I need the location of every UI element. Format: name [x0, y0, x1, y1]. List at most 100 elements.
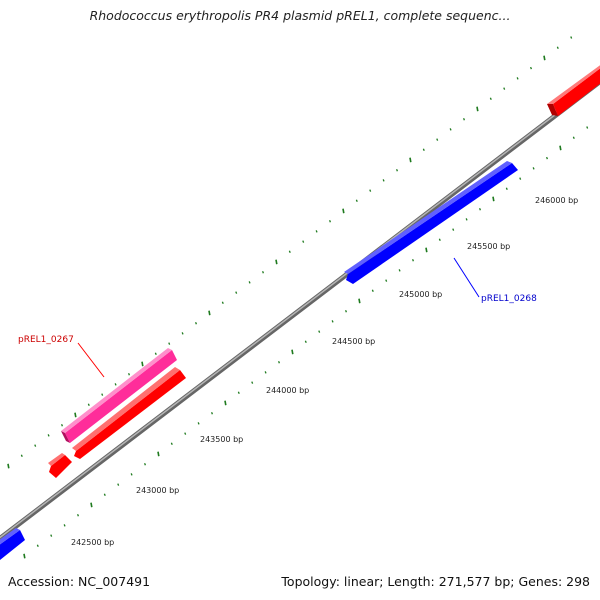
- upper-tick-minor: [529, 66, 533, 70]
- upper-tick-major: [476, 106, 479, 112]
- lower-tick-minor: [103, 493, 106, 497]
- upper-tick-track: [7, 36, 573, 469]
- lower-tick-major: [224, 400, 227, 406]
- lower-tick-minor: [143, 462, 147, 466]
- upper-tick-minor: [315, 230, 318, 233]
- upper-tick-minor: [87, 403, 90, 407]
- lower-tick-minor: [50, 534, 53, 537]
- lower-tick-minor: [411, 258, 415, 262]
- upper-tick-major: [543, 55, 546, 61]
- tick-label-245500: 245500 bp: [467, 242, 510, 251]
- upper-tick-minor: [355, 199, 358, 203]
- lower-tick-minor: [465, 218, 468, 221]
- lower-tick-major: [291, 349, 294, 355]
- lower-tick-minor: [398, 269, 401, 272]
- upper-tick-major: [7, 463, 10, 469]
- gene-red-long[interactable]: [72, 367, 186, 459]
- label-leader-0268: [453, 257, 480, 298]
- lower-tick-minor: [438, 238, 441, 242]
- upper-tick-minor: [261, 270, 265, 274]
- upper-tick-minor: [503, 87, 506, 90]
- upper-tick-minor: [395, 168, 399, 172]
- lower-tick-minor: [184, 432, 187, 435]
- upper-tick-minor: [101, 393, 104, 396]
- tick-label-246000: 246000 bp: [535, 196, 578, 205]
- lower-tick-minor: [385, 279, 388, 282]
- lower-tick-minor: [130, 473, 133, 476]
- upper-tick-minor: [34, 444, 37, 447]
- upper-tick-minor: [449, 128, 452, 131]
- lower-tick-major: [23, 553, 26, 559]
- lower-tick-major: [157, 451, 160, 457]
- lower-tick-minor: [237, 391, 240, 395]
- lower-tick-major: [425, 247, 428, 253]
- lower-tick-major: [90, 502, 93, 508]
- accession-text: Accession: NC_007491: [8, 574, 151, 589]
- tick-label-243500: 243500 bp: [200, 435, 243, 444]
- upper-tick-minor: [194, 321, 198, 325]
- sequence-backbone-highlight: [0, 79, 600, 539]
- lower-tick-minor: [63, 524, 66, 527]
- upper-tick-minor: [127, 372, 131, 376]
- upper-tick-minor: [462, 117, 466, 121]
- lower-tick-minor: [519, 177, 522, 180]
- lower-tick-minor: [331, 320, 334, 323]
- lower-tick-minor: [264, 371, 267, 374]
- upper-tick-major: [409, 157, 412, 163]
- label-leader-0267: [77, 342, 105, 378]
- upper-tick-minor: [235, 291, 238, 294]
- lower-tick-minor: [545, 156, 549, 160]
- tick-label-244500: 244500 bp: [332, 337, 375, 346]
- tick-label-242500: 242500 bp: [71, 538, 114, 547]
- upper-tick-minor: [168, 342, 171, 345]
- lower-tick-minor: [505, 187, 508, 191]
- lower-tick-minor: [76, 513, 80, 517]
- upper-tick-minor: [328, 219, 332, 223]
- upper-tick-minor: [489, 97, 492, 101]
- lower-tick-minor: [277, 360, 281, 364]
- upper-tick-minor: [516, 77, 519, 80]
- tick-label-243000: 243000 bp: [136, 486, 179, 495]
- upper-tick-major: [342, 208, 345, 214]
- upper-tick-major: [74, 412, 77, 418]
- lower-tick-minor: [304, 340, 307, 344]
- gene-red-top-right[interactable]: [547, 58, 600, 116]
- gene-pREL1-0267-magenta[interactable]: [61, 348, 177, 443]
- upper-tick-minor: [369, 189, 372, 192]
- lower-tick-track: [23, 126, 589, 559]
- lower-tick-minor: [36, 544, 39, 548]
- lower-tick-minor: [318, 330, 321, 333]
- upper-tick-minor: [154, 352, 157, 356]
- upper-tick-minor: [47, 434, 50, 437]
- upper-tick-major: [208, 310, 211, 316]
- lower-tick-minor: [251, 381, 254, 384]
- lower-tick-minor: [117, 483, 120, 486]
- lower-tick-minor: [371, 289, 374, 293]
- lower-tick-major: [559, 145, 562, 151]
- upper-tick-major: [141, 361, 144, 367]
- upper-tick-minor: [302, 240, 305, 243]
- gene-pREL1-0268[interactable]: [344, 161, 518, 284]
- gene-label-pREL1-0267[interactable]: pREL1_0267: [18, 335, 74, 345]
- upper-tick-minor: [288, 250, 291, 254]
- tick-label-244000: 244000 bp: [266, 386, 309, 395]
- lower-tick-minor: [478, 207, 482, 211]
- upper-tick-minor: [556, 46, 559, 49]
- lower-tick-minor: [210, 411, 214, 415]
- sequence-backbone: [0, 78, 600, 542]
- upper-tick-major: [275, 259, 278, 265]
- lower-tick-minor: [170, 442, 173, 446]
- tick-label-245000: 245000 bp: [399, 290, 442, 299]
- upper-tick-minor: [60, 423, 64, 427]
- gene-red-small[interactable]: [48, 453, 72, 478]
- lower-tick-major: [358, 298, 361, 304]
- upper-tick-minor: [114, 383, 117, 386]
- upper-tick-minor: [422, 148, 425, 152]
- gene-label-pREL1-0268[interactable]: pREL1_0268: [481, 294, 537, 304]
- upper-tick-minor: [221, 301, 224, 305]
- lower-tick-minor: [532, 167, 535, 170]
- upper-tick-minor: [20, 454, 23, 458]
- lower-tick-major: [492, 196, 495, 202]
- gene-blue-bottom-left[interactable]: [0, 528, 25, 560]
